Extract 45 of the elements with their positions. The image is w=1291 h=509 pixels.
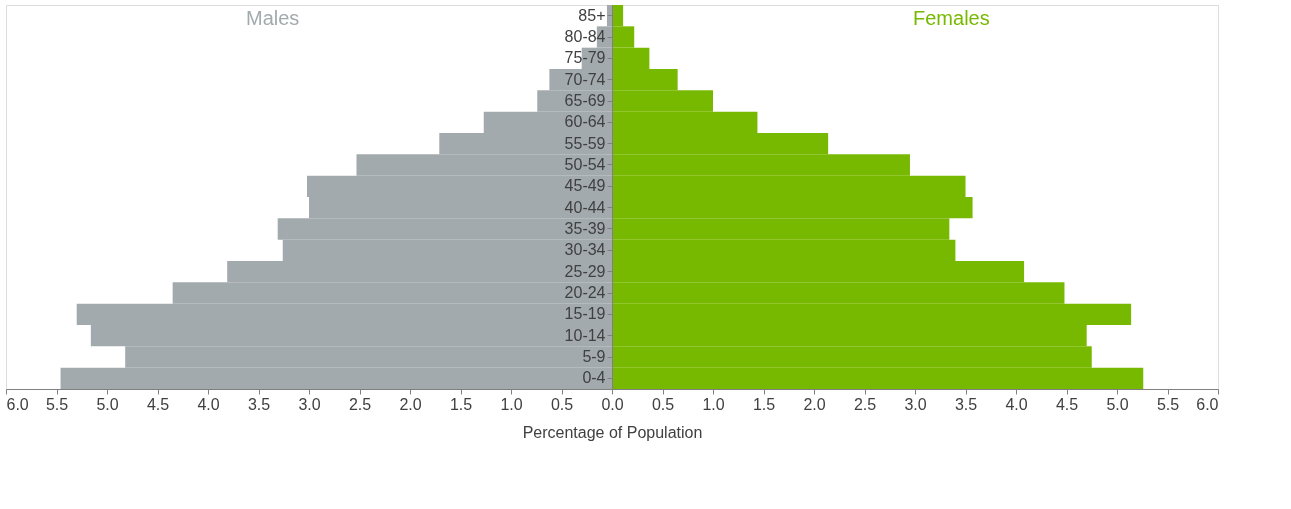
text: Males: [245, 7, 300, 29]
x-tick-label: 3.5: [954, 395, 978, 413]
y-tick-label: 65-69: [564, 92, 606, 109]
x-tick-label: 2.5: [853, 395, 877, 413]
x-tick-label: 0.5: [550, 395, 574, 413]
x-tick-label: 1.5: [752, 395, 776, 413]
y-tick-label: 0-4: [582, 369, 606, 387]
x-tick-label: 4.0: [197, 395, 220, 413]
x-tick-label: 6.0: [6, 395, 29, 413]
y-tick-label: 40-44: [564, 198, 606, 216]
y-tick-label: 30-34: [564, 241, 606, 259]
y-tick-label: 70-74: [564, 70, 606, 88]
text: Females: [913, 7, 990, 29]
x-tick-label: 5.0: [96, 395, 119, 413]
x-tick-label: 5.5: [1156, 395, 1180, 413]
y-tick-label: 55-59: [564, 134, 606, 152]
x-tick-label: 1.0: [702, 395, 725, 413]
x-tick-label: 0.5: [651, 395, 675, 413]
y-tick-label: 15-19: [564, 305, 606, 323]
x-tick-label: 3.5: [247, 395, 271, 413]
x-tick-label: 4.0: [1005, 395, 1028, 413]
x-tick-label: 2.0: [803, 395, 826, 413]
x-tick-label: 0.0: [601, 395, 624, 413]
x-tick-label: 1.0: [500, 395, 523, 413]
x-tick-label: 1.5: [449, 395, 473, 413]
y-tick-label: 35-39: [564, 220, 606, 237]
x-tick-label: 6.0: [1196, 395, 1219, 413]
x-tick-label: 4.5: [1055, 395, 1079, 413]
y-tick-label: 20-24: [564, 284, 606, 301]
y-tick-label: 50-54: [564, 156, 606, 173]
x-tick-label: 3.0: [298, 395, 321, 413]
x-axis-title: Percentage of Population: [522, 423, 703, 441]
y-tick-label: 5-9: [582, 348, 606, 365]
x-tick-label: 3.0: [904, 395, 927, 413]
x-tick-label: 2.5: [348, 395, 372, 413]
y-tick-label: 60-64: [564, 113, 606, 131]
y-tick-label: 25-29: [564, 262, 606, 280]
x-tick-label: 4.5: [146, 395, 170, 413]
y-tick-label: 10-14: [564, 326, 606, 344]
y-tick-label: 85+: [578, 6, 606, 24]
y-tick-label: 45-49: [564, 177, 606, 195]
x-tick-label: 5.0: [1106, 395, 1129, 413]
x-tick-label: 2.0: [399, 395, 422, 413]
x-tick-label: 5.5: [45, 395, 69, 413]
y-tick-label: 80-84: [564, 28, 606, 45]
